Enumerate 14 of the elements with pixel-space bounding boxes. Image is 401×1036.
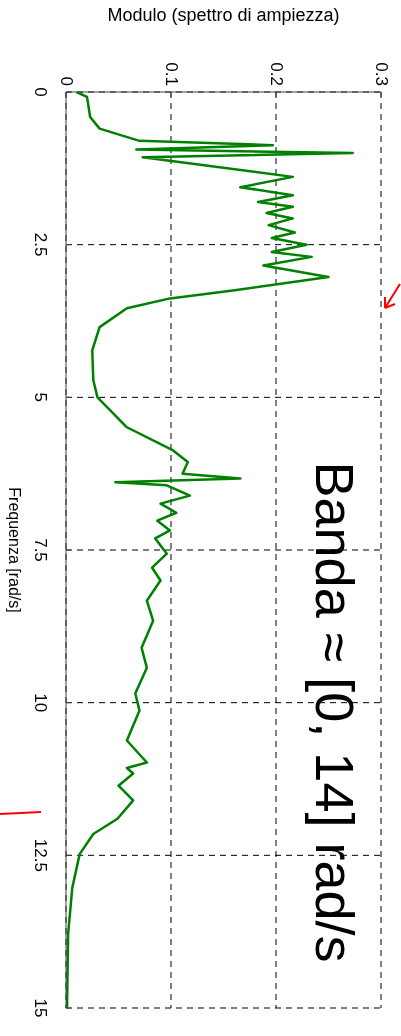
y-tick-label: 15 [30, 998, 50, 1018]
y-tick-label: 12.5 [30, 838, 50, 872]
y-axis-title: Frequenza [rad/s] [5, 487, 23, 613]
y-tick-label: 10 [30, 693, 50, 713]
x-tick-label: 0.2 [266, 62, 286, 86]
y-tick-label: 5 [30, 392, 50, 403]
x-tick-label: 0.1 [161, 62, 181, 86]
y-tick-label: 0 [30, 87, 50, 97]
x-axis-title: Modulo (spettro di ampiezza) [107, 4, 340, 25]
annotation: Banda ≈ [0, 14] rad/s [305, 461, 365, 963]
y-tick-label: 7.5 [30, 538, 50, 562]
x-tick-label: 0.3 [371, 62, 391, 86]
y-tick-label: 2.5 [30, 232, 50, 257]
x-tick-label: 0 [56, 76, 76, 86]
